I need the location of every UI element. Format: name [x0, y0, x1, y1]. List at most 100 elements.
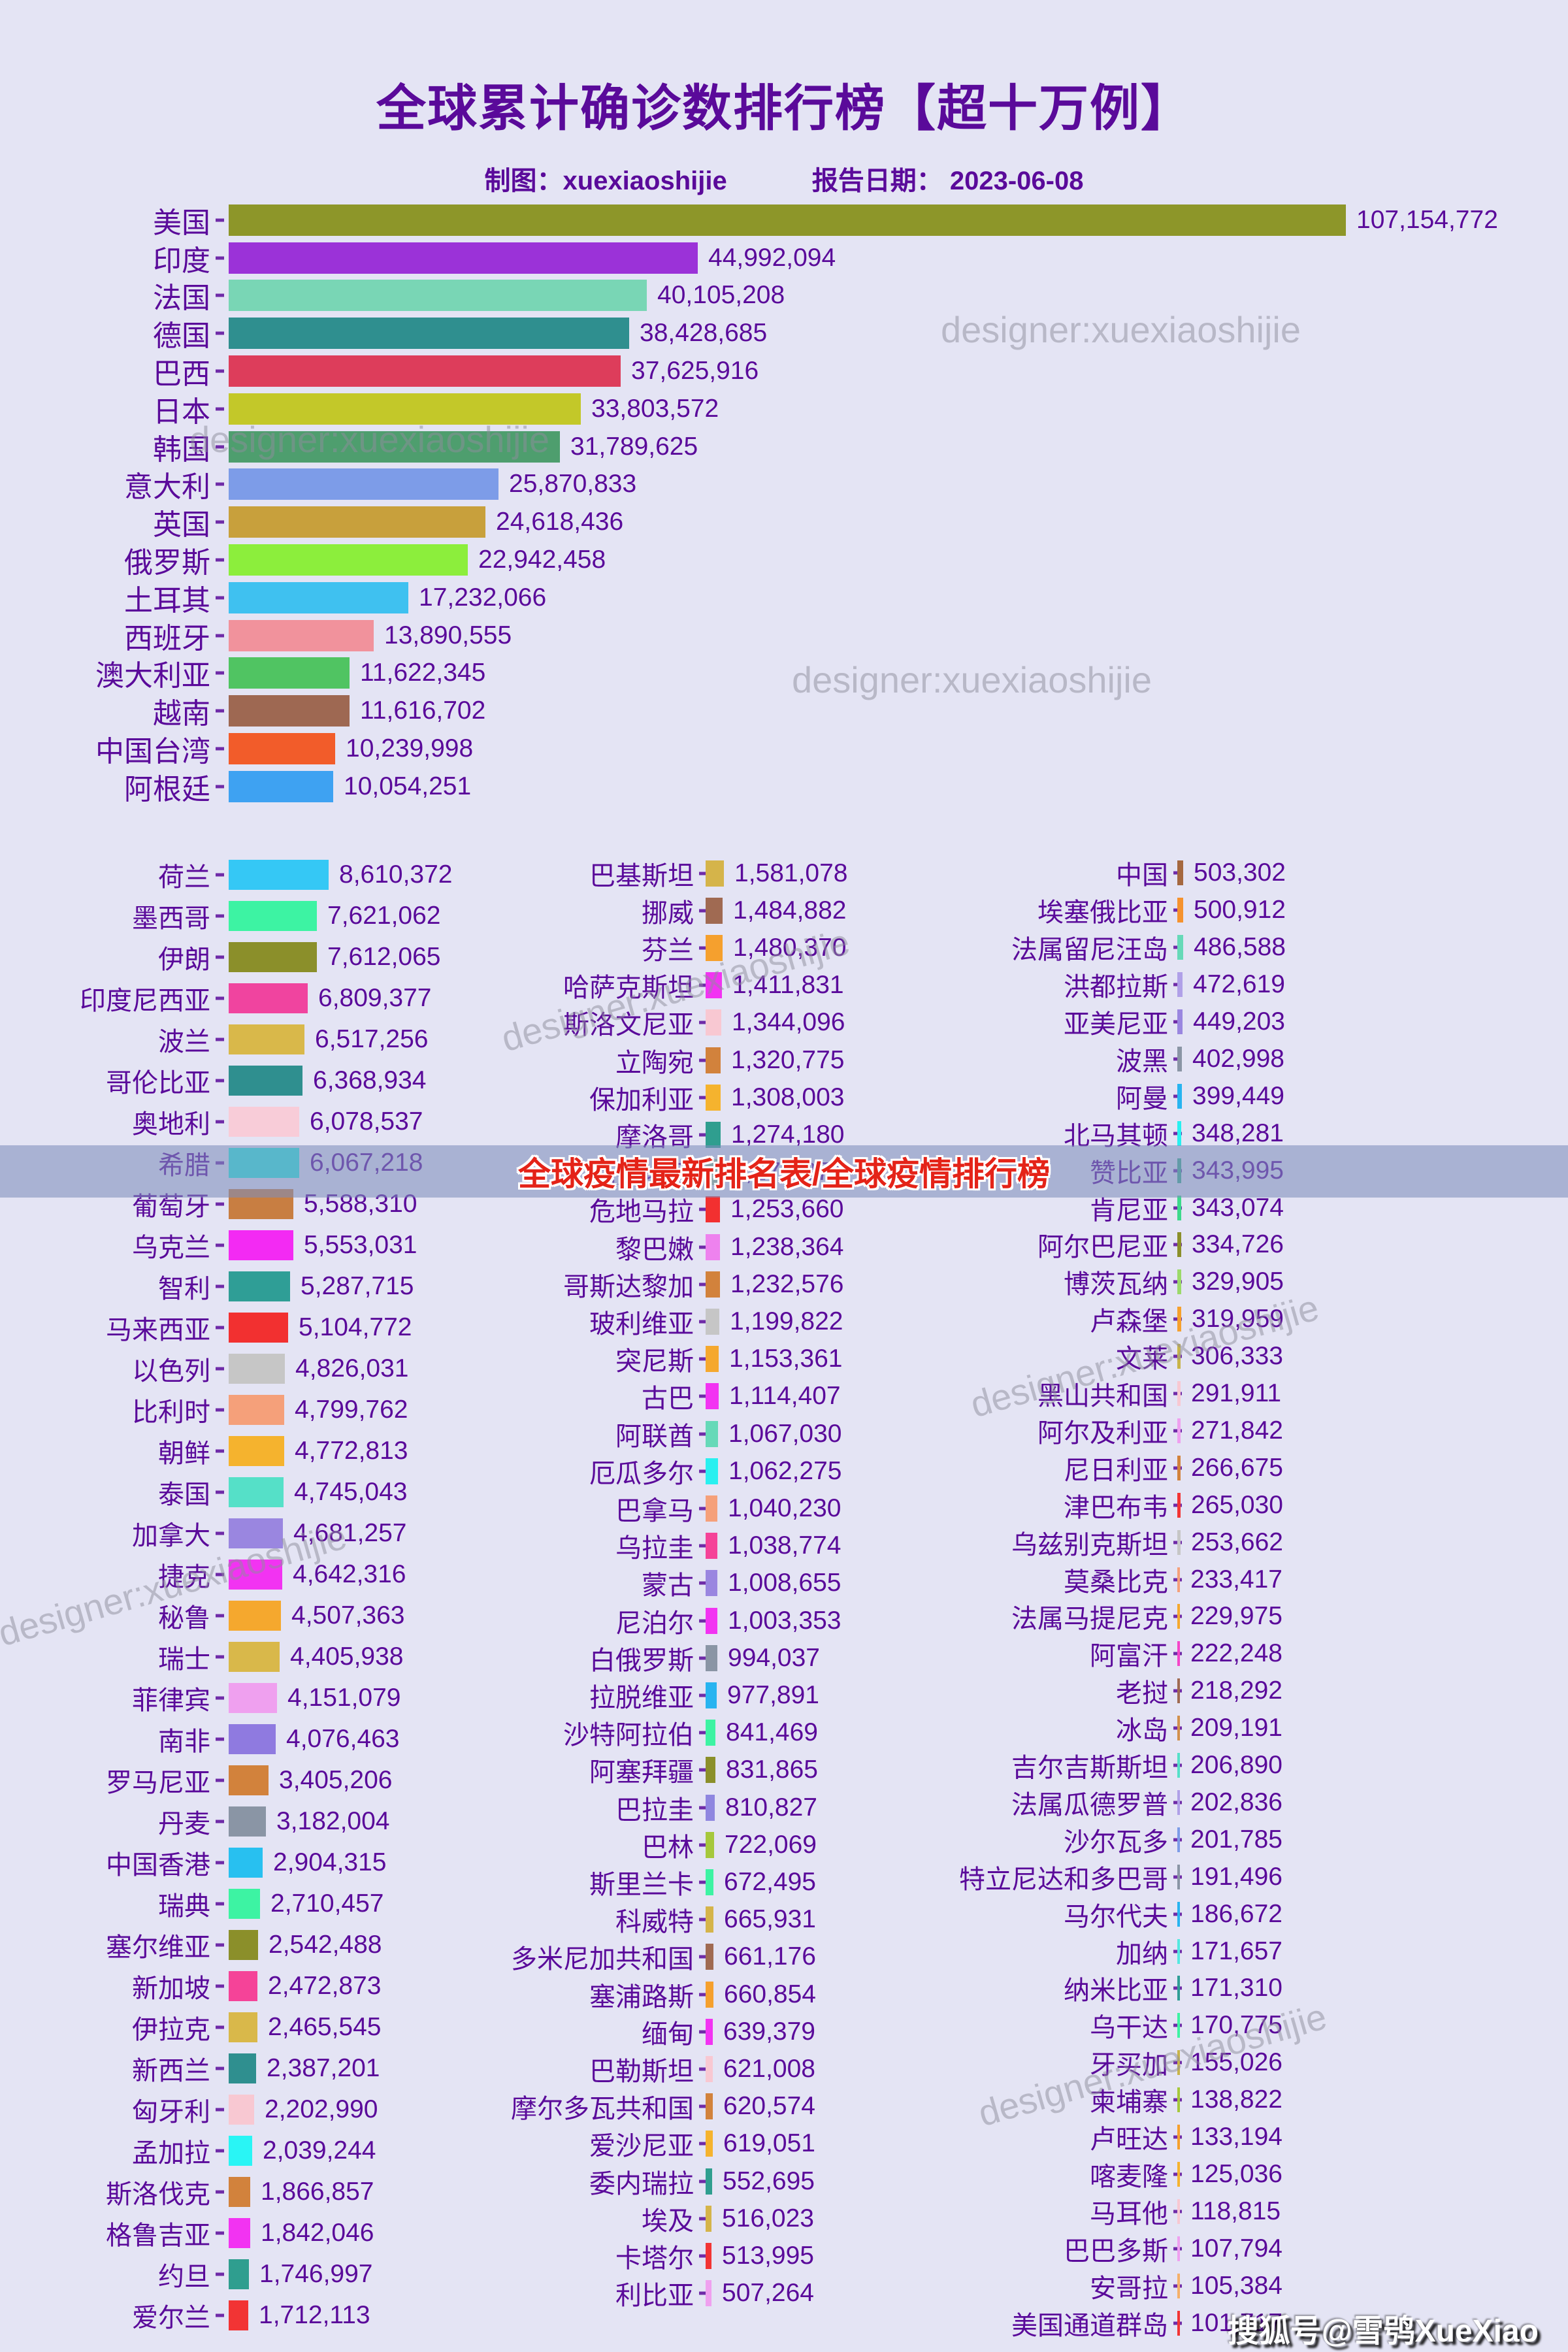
value-label: 2,202,990 [265, 2095, 378, 2123]
country-label: 塞尔维亚 [106, 1933, 210, 1962]
country-label: 德国 [153, 320, 210, 353]
bar-row: 乌拉圭 1,038,774 [0, 1527, 1568, 1565]
bar [1177, 1938, 1180, 1964]
tick-mark [216, 2190, 224, 2193]
country-label: 意大利 [124, 471, 210, 504]
value-label: 1,746,997 [259, 2259, 373, 2288]
bar-row: 土耳其 17,232,066 [0, 579, 1568, 617]
country-label: 美国 [153, 206, 210, 239]
tick-mark [699, 2030, 708, 2034]
bar-row: 冰岛 209,191 [0, 1710, 1568, 1747]
value-label: 186,672 [1190, 1899, 1282, 1928]
tick-mark [216, 1243, 224, 1247]
country-label: 阿根廷 [124, 773, 210, 806]
bar-row: 匈牙利 2,202,990 [0, 2089, 1568, 2130]
bar-row: 斯洛伐克 1,866,857 [0, 2171, 1568, 2212]
bar-row: 卢旺达 133,194 [0, 2119, 1568, 2156]
country-label: 瑞典 [158, 1891, 210, 1921]
value-label: 2,472,873 [268, 1971, 382, 2000]
value-label: 291,911 [1191, 1379, 1282, 1408]
bar [229, 204, 1346, 236]
country-label: 巴拿马 [615, 1496, 694, 1526]
bar [706, 934, 723, 961]
value-label: 1,040,230 [728, 1494, 841, 1522]
bar [1177, 898, 1183, 923]
tick-mark [699, 1843, 708, 1847]
bar [229, 544, 468, 576]
bar-row: 斯洛文尼亚 1,344,096 [0, 1004, 1568, 1041]
value-label: 5,553,031 [304, 1230, 417, 1259]
bar-row: 巴西 37,625,916 [0, 352, 1568, 390]
bar [229, 941, 317, 972]
country-label: 博茨瓦纳 [1064, 1270, 1168, 1299]
bar-row: 印度 44,992,094 [0, 239, 1568, 277]
bar-row: 吉尔吉斯斯坦 206,890 [0, 1747, 1568, 1784]
bar-row: 亚美尼亚 449,203 [0, 1004, 1568, 1041]
value-label: 449,203 [1193, 1007, 1285, 1036]
value-label: 810,827 [725, 1793, 817, 1821]
tick-mark [216, 1326, 224, 1329]
bar [229, 2012, 257, 2042]
value-label: 4,642,316 [293, 1560, 406, 1588]
country-label: 伊拉克 [132, 2015, 210, 2044]
bar-row: 伊朗 7,612,065 [0, 936, 1568, 977]
value-label: 253,662 [1191, 1527, 1283, 1556]
country-label: 乌干达 [1090, 2014, 1168, 2043]
value-label: 343,074 [1192, 1193, 1284, 1222]
bar-row: 秘鲁 4,507,363 [0, 1595, 1568, 1636]
subtitle-maker: 制图：xuexiaoshijie [484, 167, 727, 195]
bar [706, 2093, 713, 2120]
bar-row: 印度尼西亚 6,809,377 [0, 977, 1568, 1019]
value-label: 329,905 [1192, 1267, 1284, 1296]
country-label: 中国 [1116, 861, 1168, 890]
bar [229, 1929, 258, 1960]
bar-row: 保加利亚 1,308,003 [0, 1079, 1568, 1116]
country-label: 法属瓜德罗普 [1011, 1790, 1168, 1820]
value-label: 13,890,555 [384, 621, 512, 649]
bar-row: 特立尼达和多巴哥 191,496 [0, 1858, 1568, 1895]
value-label: 171,657 [1190, 1936, 1282, 1965]
bar-row: 文莱 306,333 [0, 1338, 1568, 1375]
value-label: 1,866,857 [261, 2177, 374, 2206]
value-label: 672,495 [724, 1867, 816, 1896]
value-label: 4,681,257 [293, 1518, 407, 1547]
value-label: 977,891 [727, 1680, 819, 1709]
tick-mark [699, 1469, 708, 1473]
value-label: 125,036 [1190, 2159, 1282, 2188]
tick-mark [699, 946, 708, 950]
bar-row: 墨西哥 7,621,062 [0, 895, 1568, 936]
country-label: 匈牙利 [132, 2097, 210, 2127]
country-label: 摩尔多瓦共和国 [511, 2095, 694, 2124]
value-label: 107,154,772 [1356, 205, 1498, 234]
value-label: 206,890 [1190, 1751, 1282, 1780]
value-label: 105,384 [1190, 2271, 1282, 2300]
tick-mark [216, 1943, 224, 1946]
bar-row: 新加坡 2,472,873 [0, 1965, 1568, 2006]
value-label: 5,287,715 [301, 1271, 414, 1300]
banner-text: 全球疫情最新排名表/全球疫情排行榜 [518, 1156, 1050, 1192]
tick-mark [699, 2142, 708, 2146]
country-label: 拉脱维亚 [589, 1683, 694, 1712]
bar-row: 斯里兰卡 672,495 [0, 1863, 1568, 1901]
bar-row: 约旦 1,746,997 [0, 2253, 1568, 2295]
value-label: 155,026 [1190, 2048, 1282, 2077]
country-label: 爱沙尼亚 [589, 2132, 694, 2161]
tick-mark [216, 1778, 224, 1782]
country-label: 土耳其 [124, 584, 210, 617]
bar-row: 黎巴嫩 1,238,364 [0, 1228, 1568, 1266]
bar [1177, 860, 1183, 886]
bar [1177, 1307, 1181, 1332]
bar [706, 1458, 718, 1484]
bar [706, 1308, 719, 1335]
bar-row: 菲律宾 4,151,079 [0, 1677, 1568, 1718]
bar [1177, 1455, 1181, 1480]
tick-mark [216, 1367, 224, 1370]
value-label: 2,904,315 [273, 1848, 387, 1876]
bar [229, 770, 333, 802]
country-label: 马尔代夫 [1064, 1902, 1168, 1931]
value-label: 44,992,094 [708, 243, 836, 272]
bar [1177, 1901, 1180, 1927]
value-label: 3,182,004 [276, 1806, 390, 1835]
tick-mark [699, 1394, 708, 1398]
value-label: 1,153,361 [729, 1345, 843, 1373]
